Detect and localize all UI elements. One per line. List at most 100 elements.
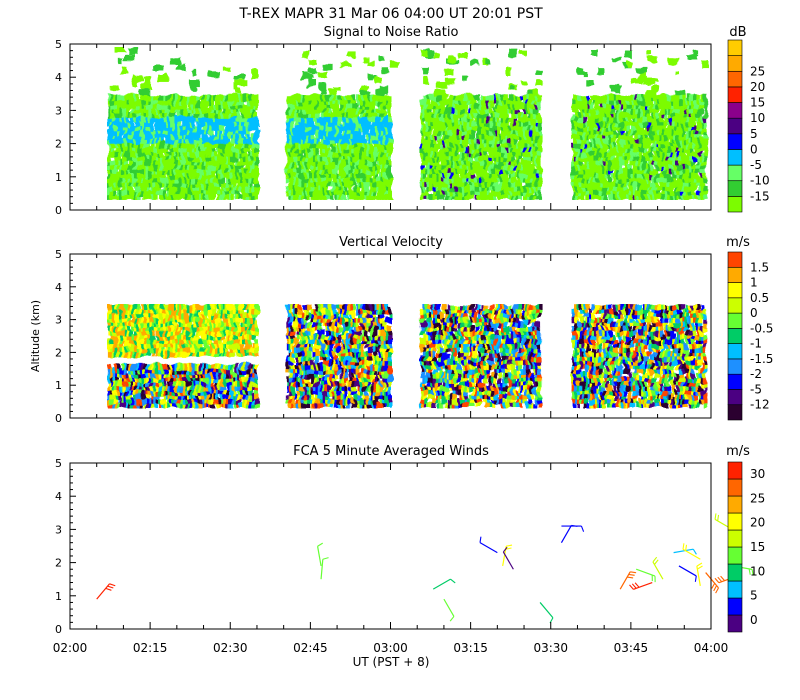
snr-cell [215, 99, 220, 105]
snr-cell [678, 172, 683, 179]
snr-cell [657, 133, 662, 140]
snr-cell [474, 116, 479, 123]
snr-cell [136, 103, 141, 110]
snr-cell [368, 107, 373, 114]
snr-cell [225, 172, 230, 179]
snr-cell [598, 159, 603, 166]
snr-cell [380, 129, 385, 136]
snr-cell [223, 163, 228, 170]
snr-cell [459, 163, 464, 170]
snr-cell [121, 116, 126, 123]
snr-cell [686, 181, 691, 187]
snr-cell [223, 133, 228, 140]
snr-cell [640, 185, 645, 192]
snr-cell [162, 146, 167, 153]
snr-cell [300, 163, 305, 170]
snr-cell [642, 120, 647, 127]
snr-cell [606, 185, 611, 192]
snr-cell [520, 120, 525, 127]
snr-cell [466, 150, 471, 157]
snr-cell [678, 125, 683, 131]
snr-cell [179, 185, 184, 192]
snr-cell [327, 150, 332, 157]
snr-cell [349, 172, 354, 179]
snr-cell [483, 125, 488, 131]
snr-cell [375, 99, 380, 105]
snr-cell [220, 176, 225, 183]
snr-cell [420, 99, 425, 105]
snr-cell [186, 168, 191, 174]
snr-cell [469, 120, 474, 127]
snr-cell [288, 146, 293, 153]
snr-cell [107, 129, 112, 136]
snr-cell [206, 159, 211, 166]
snr-cell [153, 94, 158, 101]
snr-cell [613, 163, 618, 170]
snr-cell [586, 168, 591, 174]
snr-cell [300, 133, 305, 140]
snr-cell [442, 159, 447, 166]
snr-cell [363, 103, 368, 110]
snr-cell [505, 125, 510, 131]
snr-cell [695, 112, 700, 118]
snr-cell [138, 125, 143, 131]
snr-cell [244, 159, 249, 166]
snr-cell [630, 168, 635, 174]
snr-cell [537, 112, 542, 118]
snr-cell [535, 159, 540, 166]
snr-cell [457, 163, 461, 170]
snr-cell [354, 137, 359, 144]
snr-cell [235, 172, 240, 179]
snr-cell [498, 103, 503, 110]
snr-cell [610, 189, 615, 196]
snr-cell [349, 185, 354, 192]
snr-cell [589, 112, 594, 118]
snr-cell [388, 99, 392, 105]
snr-cell [491, 129, 496, 136]
snr-cell [666, 125, 671, 131]
snr-cell [464, 155, 469, 162]
snr-cell [206, 112, 211, 118]
snr-cell [657, 172, 662, 179]
snr-cell [186, 146, 191, 153]
snr-cell [211, 150, 216, 157]
snr-cell [591, 107, 596, 114]
snr-cell [199, 129, 203, 136]
snr-cell [522, 142, 527, 149]
snr-cell [574, 107, 579, 114]
snr-cell [576, 120, 581, 127]
snr-cell [471, 155, 476, 162]
snr-cell [606, 142, 611, 149]
snr-cell [452, 120, 457, 127]
snr-cell [170, 94, 175, 101]
snr-cell [464, 137, 469, 144]
snr-cell [174, 168, 179, 174]
snr-cell [126, 172, 131, 179]
snr-cell [666, 189, 671, 196]
snr-cell [671, 116, 676, 123]
snr-cell [121, 129, 126, 136]
snr-cell [642, 155, 647, 162]
snr-cell [606, 103, 611, 110]
snr-cell [637, 129, 642, 136]
snr-cell [213, 168, 218, 174]
snr-cell [368, 137, 373, 144]
snr-cell [312, 194, 317, 200]
snr-cell [520, 172, 525, 179]
snr-cell [230, 155, 235, 162]
snr-cell [179, 150, 184, 157]
snr-cell [493, 137, 498, 144]
snr-cell [537, 155, 542, 162]
snr-cell [644, 146, 649, 153]
snr-cell [109, 163, 114, 170]
snr-cell [640, 194, 645, 200]
snr-cell [698, 185, 703, 192]
snr-cell [510, 112, 515, 118]
snr-cell [452, 142, 457, 149]
snr-cell [337, 163, 342, 170]
snr-cell [681, 129, 686, 136]
snr-cell [371, 120, 376, 127]
snr-cell [129, 137, 134, 144]
snr-cell [143, 112, 148, 118]
snr-cell [703, 194, 708, 200]
